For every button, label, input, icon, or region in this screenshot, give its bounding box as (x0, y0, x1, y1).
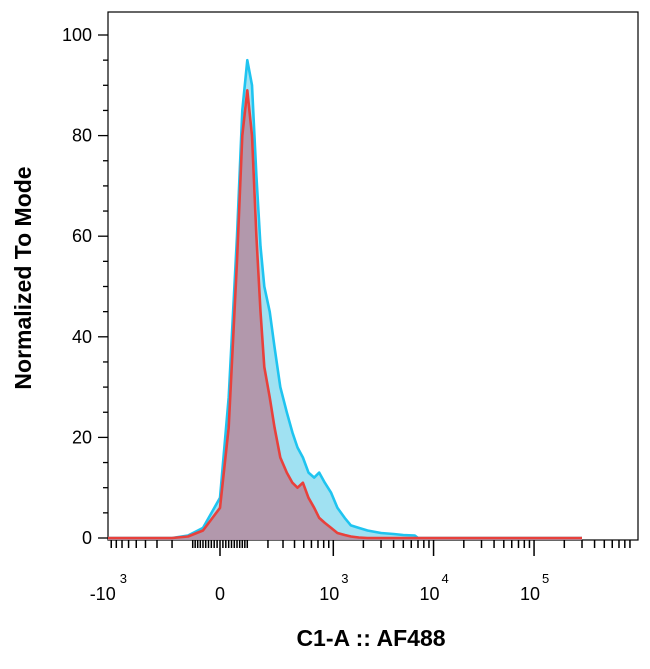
x-tick-label: -10 (90, 584, 116, 604)
x-tick-label: 10 (520, 584, 540, 604)
y-tick-label: 20 (72, 427, 92, 447)
blue-histogram-fill (108, 60, 582, 540)
y-axis-title: Normalized To Mode (10, 166, 36, 389)
x-tick-label: 10 (319, 584, 339, 604)
x-axis-title: C1-A :: AF488 (296, 625, 445, 651)
red-histogram-line (108, 89, 582, 540)
y-tick-label: 60 (72, 226, 92, 246)
plot-area (107, 11, 639, 541)
y-tick-label: 80 (72, 126, 92, 146)
y-tick-label: 40 (72, 327, 92, 347)
y-tick-label: 100 (62, 25, 92, 45)
y-axis: 0 20 40 60 80 100 (62, 25, 108, 548)
x-tick-label: 10 (420, 584, 440, 604)
blue-histogram-line (108, 58, 582, 540)
x-tick-exponent: 5 (542, 571, 549, 586)
x-tick-exponent: 4 (442, 571, 449, 586)
x-tick-exponent: 3 (120, 571, 127, 586)
y-tick-label: 0 (82, 528, 92, 548)
series-layer (108, 58, 582, 541)
red-histogram-fill (108, 90, 582, 541)
x-tick-label: 0 (215, 584, 225, 604)
x-tick-exponent: 3 (341, 571, 348, 586)
